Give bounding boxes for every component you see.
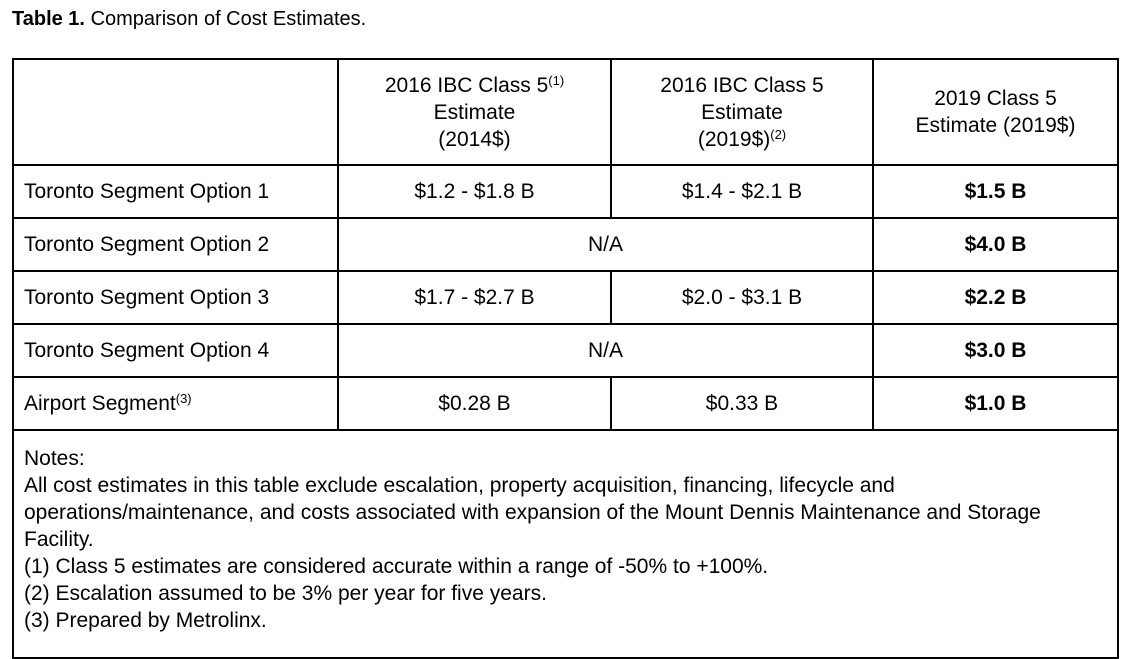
table-body: 2016 IBC Class 5(1) Estimate (2014$) 2016 I… <box>12 58 1119 659</box>
data-cell: $1.4 - $2.1 B <box>610 164 874 219</box>
row-label: Toronto Segment Option 3 <box>12 270 339 325</box>
data-cell: $3.0 B <box>872 323 1119 378</box>
text: (2014$) <box>438 127 511 151</box>
header-cell: 2019 Class 5 Estimate (2019$) <box>872 58 1119 166</box>
text: 2016 IBC Class 5 <box>660 73 824 97</box>
row-label: Airport Segment(3) <box>12 376 339 431</box>
header-line: 2019 Class 5 <box>884 85 1107 112</box>
text: 2019 Class 5 <box>934 87 1057 110</box>
text: Airport Segment <box>24 391 176 415</box>
text: Estimate <box>701 100 783 124</box>
note-line: Notes: <box>24 447 85 470</box>
text: Toronto Segment Option 3 <box>24 285 270 309</box>
text: (2019$) <box>697 127 771 151</box>
header-line: (2014$) <box>349 126 600 153</box>
data-cell: $1.7 - $2.7 B <box>337 270 612 325</box>
notes-row: Notes: All cost estimates in this table e… <box>12 429 1119 659</box>
text: 2016 IBC Class 5 <box>384 73 549 97</box>
note-line: All cost estimates in this table exclude… <box>24 474 1041 551</box>
header-line: Estimate <box>349 99 600 126</box>
data-row: Airport Segment(3) $0.28 B $0.33 B $1.0 B <box>12 376 1119 431</box>
text: Estimate (2019$) <box>915 114 1076 137</box>
data-cell: $1.2 - $1.8 B <box>337 164 612 219</box>
row-label: Toronto Segment Option 4 <box>12 323 339 378</box>
header-cell: 2016 IBC Class 5 Estimate (2019$)(2) <box>610 58 874 166</box>
row-label: Toronto Segment Option 1 <box>12 164 339 219</box>
data-row: Toronto Segment Option 1 $1.2 - $1.8 B $1.… <box>12 164 1119 219</box>
text: Toronto Segment Option 1 <box>24 179 270 203</box>
header-line: 2016 IBC Class 5 <box>622 72 862 99</box>
footnote-ref: (3) <box>175 390 192 406</box>
data-cell: $1.5 B <box>872 164 1119 219</box>
header-line: Estimate <box>622 99 862 126</box>
notes-cell: Notes: All cost estimates in this table e… <box>12 429 1119 659</box>
corner-cell <box>12 58 339 166</box>
header-line: 2016 IBC Class 5(1) <box>349 72 600 99</box>
data-cell: $2.2 B <box>872 270 1119 325</box>
header-line: (2019$)(2) <box>622 126 862 153</box>
caption-text: Comparison of Cost Estimates. <box>90 8 367 30</box>
data-cell: $4.0 B <box>872 217 1119 272</box>
data-row: Toronto Segment Option 4 N/A $3.0 B <box>12 323 1119 378</box>
text: Estimate <box>433 100 516 124</box>
header-row: 2016 IBC Class 5(1) Estimate (2014$) 2016 I… <box>12 58 1119 166</box>
data-cell: $0.33 B <box>610 376 874 431</box>
data-cell: N/A <box>337 323 874 378</box>
header-cell: 2016 IBC Class 5(1) Estimate (2014$) <box>337 58 612 166</box>
text: Toronto Segment Option 4 <box>24 338 270 362</box>
note-line: (1) Class 5 estimates are considered acc… <box>24 555 769 578</box>
data-row: Toronto Segment Option 2 N/A $4.0 B <box>12 217 1119 272</box>
header-line: Estimate (2019$) <box>884 112 1107 139</box>
data-cell: $1.0 B <box>872 376 1119 431</box>
data-cell: N/A <box>337 217 874 272</box>
data-cell: $0.28 B <box>337 376 612 431</box>
data-row: Toronto Segment Option 3 $1.7 - $2.7 B $2.… <box>12 270 1119 325</box>
table-caption: Table 1. Comparison of Cost Estimates. <box>12 8 366 31</box>
text: Toronto Segment Option 2 <box>24 232 270 256</box>
caption-label: Table 1. <box>12 8 85 30</box>
data-cell: $2.0 - $3.1 B <box>610 270 874 325</box>
cost-table: 2016 IBC Class 5(1) Estimate (2014$) 2016 I… <box>12 58 1119 659</box>
note-line: (2) Escalation assumed to be 3% per year… <box>24 582 547 605</box>
footnote-ref: (1) <box>548 72 565 88</box>
note-line: (3) Prepared by Metrolinx. <box>24 609 267 632</box>
row-label: Toronto Segment Option 2 <box>12 217 339 272</box>
footnote-ref: (2) <box>770 126 787 142</box>
